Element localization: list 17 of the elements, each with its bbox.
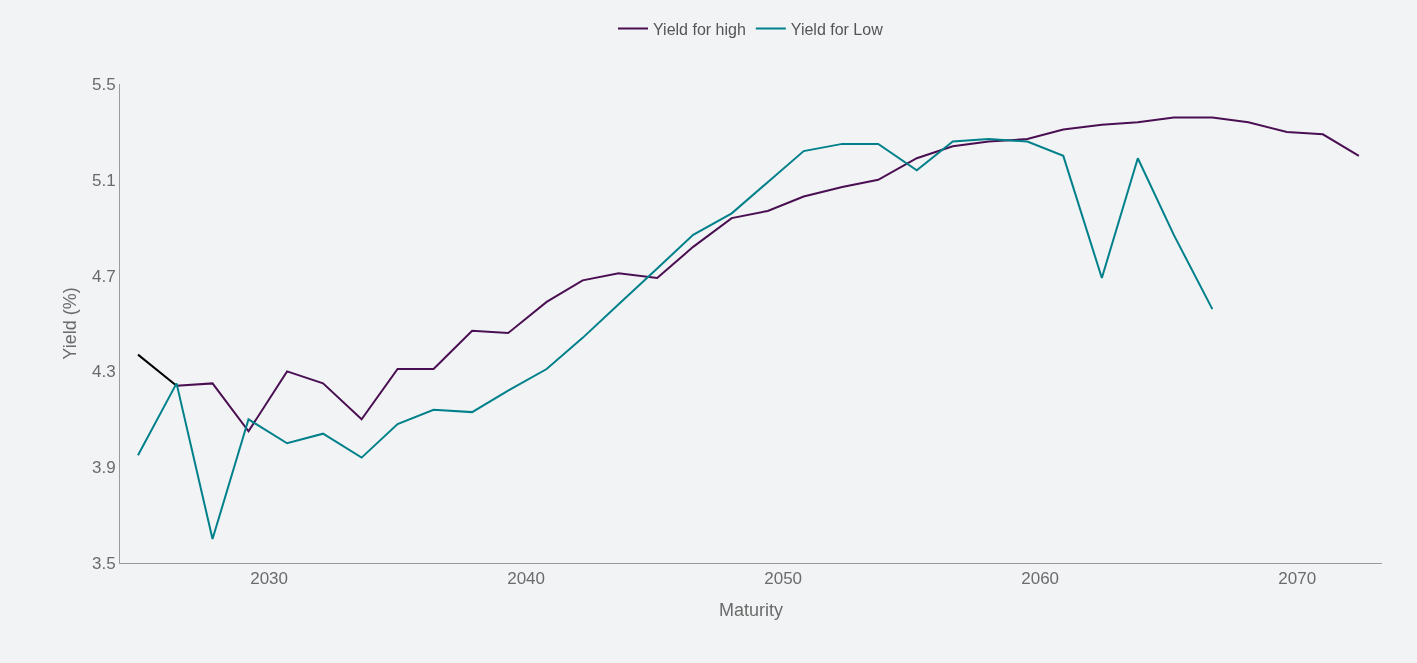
line-series	[136, 138, 1214, 541]
y-tick-label: 5.1	[91, 170, 116, 190]
x-tick-label: 2070	[1278, 569, 1317, 589]
y-tick-label: 4.7	[91, 266, 116, 286]
x-tick-label: 2040	[507, 569, 546, 589]
x-axis-title: Maturity	[718, 599, 784, 620]
x-tick-label: 2060	[1021, 569, 1060, 589]
x-tick-label: 2050	[764, 569, 803, 589]
y-tick-label: 5.5	[91, 74, 116, 94]
y-tick-label: 3.5	[91, 553, 116, 573]
x-tick-label: 2030	[250, 569, 288, 589]
y-axis-title: Yield (%)	[60, 287, 81, 360]
y-tick-label: 4.3	[91, 362, 116, 382]
line-series	[175, 116, 1360, 433]
y-tick-label: 3.9	[91, 458, 116, 478]
legend-label: Yield for Low	[790, 20, 884, 38]
legend-label: Yield for high	[653, 20, 746, 38]
